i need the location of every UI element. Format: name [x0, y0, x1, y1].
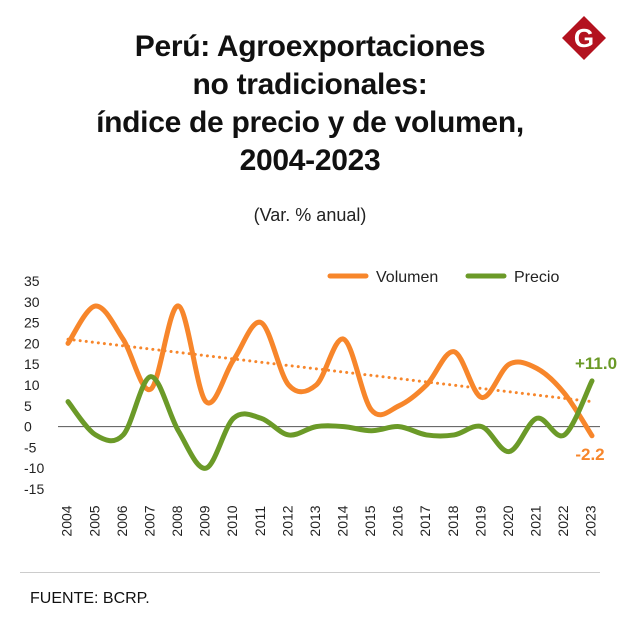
y-tick-label: 10	[24, 377, 40, 393]
x-tick-label: 2010	[224, 505, 240, 536]
y-tick-label: 15	[24, 356, 40, 372]
logo-shape	[562, 16, 606, 60]
y-tick-label: 35	[24, 273, 40, 289]
annotation-volumen: -2.2	[575, 445, 604, 464]
x-tick-label: 2007	[141, 505, 157, 536]
x-tick-label: 2006	[114, 505, 130, 536]
y-tick-label: -5	[24, 439, 37, 455]
series-line-precio	[65, 374, 595, 471]
title-line-3: índice de precio y de volumen,	[96, 106, 524, 139]
gestion-logo-icon: G	[560, 14, 608, 62]
x-tick-label: 2015	[362, 505, 378, 536]
title-line-4: 2004-2023	[239, 144, 381, 177]
x-tick-label: 2011	[252, 506, 268, 536]
x-tick-label: 2016	[390, 505, 406, 536]
x-tick-label: 2013	[307, 505, 323, 536]
x-tick-label: 2023	[583, 505, 599, 536]
y-tick-label: -10	[24, 460, 44, 476]
legend-label-volumen: Volumen	[376, 269, 438, 286]
y-tick-label: 5	[24, 398, 32, 414]
x-tick-label: 2020	[500, 505, 516, 536]
footer-divider	[20, 572, 600, 573]
source-note: FUENTE: BCRP.	[30, 590, 150, 607]
y-tick-label: -15	[24, 481, 44, 497]
x-tick-label: 2004	[59, 505, 75, 536]
x-tick-label: 2009	[197, 505, 213, 536]
chart-subtitle: (Var. % anual)	[253, 205, 367, 225]
y-tick-label: 20	[24, 335, 40, 351]
y-tick-label: 0	[24, 419, 32, 435]
legend-label-precio: Precio	[514, 269, 559, 286]
x-tick-label: 2022	[555, 505, 571, 536]
annotation-precio: +11.0	[575, 354, 617, 373]
x-tick-label: 2021	[528, 505, 544, 536]
x-tick-label: 2018	[445, 505, 461, 536]
title-line-2: no tradicionales:	[192, 68, 428, 101]
y-tick-label: 30	[24, 294, 40, 310]
title-line-1: Perú: Agroexportaciones	[134, 30, 486, 63]
x-tick-label: 2005	[86, 505, 102, 536]
x-tick-label: 2014	[334, 505, 350, 536]
trend-line-volumen	[66, 337, 594, 404]
logo-letter: G	[574, 23, 594, 53]
x-tick-label: 2019	[472, 505, 488, 536]
x-tick-label: 2017	[417, 505, 433, 536]
series-line-volumen	[65, 303, 595, 439]
x-tick-label: 2008	[169, 505, 185, 536]
chart-title: Perú: Agroexportaciones no tradicionales…	[40, 28, 580, 180]
y-tick-label: 25	[24, 315, 40, 331]
x-tick-label: 2012	[279, 505, 295, 536]
